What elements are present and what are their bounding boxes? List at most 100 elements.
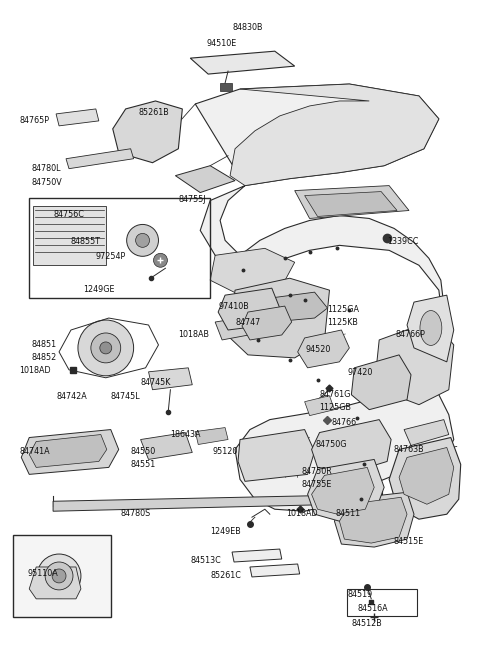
Polygon shape [242,306,292,340]
Text: 84515E: 84515E [393,537,423,546]
Text: 84855T: 84855T [71,237,101,246]
Circle shape [78,320,133,376]
Polygon shape [250,564,300,577]
Polygon shape [148,368,192,390]
Polygon shape [295,185,409,219]
Text: 1125GB: 1125GB [320,403,351,412]
Circle shape [91,333,120,363]
Text: 1125KB: 1125KB [327,318,359,327]
Circle shape [37,554,81,598]
Polygon shape [195,428,228,445]
Text: 84755E: 84755E [301,480,332,489]
Text: 85261B: 85261B [139,108,169,117]
Circle shape [100,342,112,354]
Text: 84756C: 84756C [53,210,84,219]
Text: 1018AD: 1018AD [19,366,51,375]
Polygon shape [230,278,329,358]
Text: 84742A: 84742A [56,392,87,401]
Text: 1018AD: 1018AD [286,509,317,518]
Polygon shape [230,84,439,185]
Text: 84741A: 84741A [19,447,50,457]
Polygon shape [56,109,99,126]
Text: 84745K: 84745K [141,378,171,387]
Polygon shape [312,468,374,514]
Polygon shape [66,149,133,169]
Polygon shape [298,330,349,368]
Text: 84511: 84511 [336,509,360,518]
Polygon shape [238,430,314,481]
Text: 84755J: 84755J [179,195,206,204]
Ellipse shape [420,310,442,345]
Polygon shape [175,166,235,193]
Bar [29,198,210,298]
Polygon shape [190,51,295,74]
Circle shape [45,562,73,590]
Polygon shape [407,295,454,362]
Text: 84745L: 84745L [111,392,140,401]
Text: 84763B: 84763B [393,445,424,453]
Text: 84750G: 84750G [315,440,347,449]
Polygon shape [404,420,449,445]
Text: 84551: 84551 [131,460,156,470]
Polygon shape [389,438,461,519]
Text: 84747: 84747 [235,318,260,327]
Text: 84851: 84851 [31,340,56,349]
Text: 85261C: 85261C [210,571,241,580]
Polygon shape [195,84,454,511]
Polygon shape [29,567,81,599]
Text: 84780S: 84780S [120,509,151,518]
Polygon shape [308,459,384,521]
Text: 94510E: 94510E [207,39,237,48]
Polygon shape [113,101,182,162]
Text: 18643A: 18643A [170,430,201,439]
Polygon shape [399,447,454,504]
Polygon shape [305,396,335,416]
Text: 95110A: 95110A [28,569,59,578]
Text: 1018AB: 1018AB [179,330,209,339]
Text: 84852: 84852 [31,353,57,362]
Text: 84761G: 84761G [320,390,351,399]
Text: 84513C: 84513C [190,556,221,565]
Text: 84766P: 84766P [395,330,425,339]
Text: 84830B: 84830B [233,24,263,32]
Polygon shape [218,288,280,330]
Text: 84519: 84519 [348,590,372,599]
Text: 1249GE: 1249GE [83,285,114,294]
Polygon shape [232,549,282,562]
Circle shape [52,569,66,583]
Text: 97254P: 97254P [96,252,126,261]
Text: 84765P: 84765P [19,116,49,125]
Circle shape [136,233,150,248]
Bar [348,589,417,616]
Polygon shape [215,315,265,340]
Polygon shape [351,355,411,409]
Circle shape [127,225,158,256]
Polygon shape [374,320,454,405]
Polygon shape [53,495,384,511]
Text: 97410B: 97410B [218,302,249,311]
Polygon shape [21,430,119,474]
Text: 84750R: 84750R [301,468,332,476]
Text: 1339CC: 1339CC [387,237,419,246]
Text: 1249EB: 1249EB [210,527,241,536]
Polygon shape [210,248,295,295]
Text: 95120: 95120 [212,447,238,457]
Polygon shape [305,191,397,216]
Text: 84750V: 84750V [31,178,62,187]
Polygon shape [312,420,391,472]
Text: 94520: 94520 [306,345,331,354]
Text: 84780L: 84780L [31,164,60,173]
Text: 1125GA: 1125GA [327,305,360,314]
Text: 84516A: 84516A [357,604,388,613]
Polygon shape [29,434,107,468]
Polygon shape [260,292,327,322]
Bar [13,535,111,617]
Polygon shape [339,497,407,543]
Text: 84766: 84766 [332,418,357,426]
Polygon shape [335,493,414,547]
Polygon shape [141,432,192,459]
Text: 97420: 97420 [348,368,373,377]
Polygon shape [33,206,106,265]
Circle shape [154,253,168,267]
Text: 84550: 84550 [131,447,156,457]
